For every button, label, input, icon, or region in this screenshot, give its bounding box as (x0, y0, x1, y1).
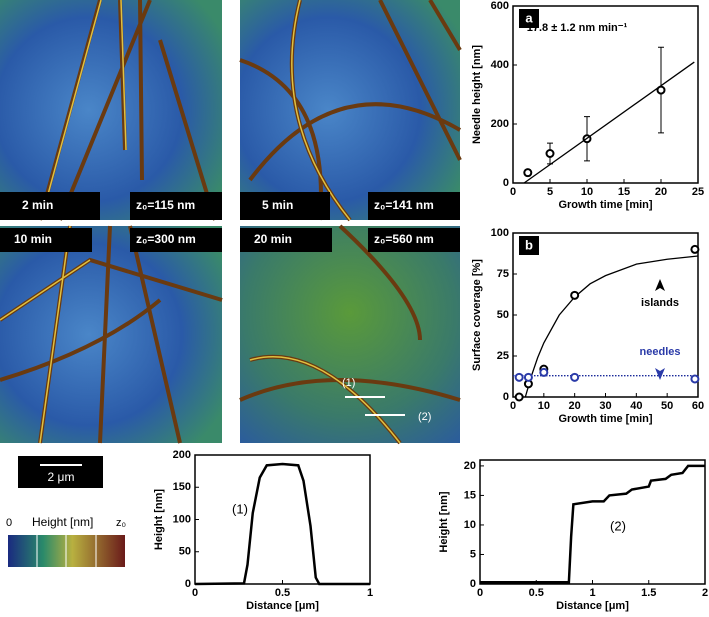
plot-frame (479, 459, 706, 585)
x-axis-label: Growth time [min] (558, 199, 652, 211)
x-tick-label: 0 (510, 400, 516, 412)
data-point (656, 85, 666, 95)
x-tick-label: 60 (692, 400, 704, 412)
x-tick-label: 0.5 (275, 587, 290, 599)
image-time: 10 min (14, 232, 52, 246)
x-tick-label: 1.5 (641, 587, 656, 599)
x-axis-label: Growth time [min] (558, 413, 652, 425)
image-time: 20 min (254, 232, 292, 246)
image-z0: z₀=141 nm (374, 198, 434, 212)
panel-label: a (525, 10, 533, 25)
x-tick-label: 2 (702, 587, 708, 599)
x-tick-label: 5 (547, 186, 553, 198)
x-tick-label: 20 (655, 186, 667, 198)
y-axis-label: Height [nm] (438, 491, 450, 552)
y-tick-label: 50 (497, 309, 509, 321)
x-tick-label: 30 (599, 400, 611, 412)
data-line (523, 61, 695, 184)
panel-label-box (519, 9, 539, 28)
x-tick-label: 0.5 (529, 587, 544, 599)
y-axis-label: Height [nm] (153, 489, 165, 550)
y-axis-label: Surface coverage [%] (471, 259, 483, 371)
y-tick-label: 0 (470, 578, 476, 590)
x-tick-label: 50 (661, 400, 673, 412)
colorbar-max: z₀ (116, 517, 126, 529)
annotation-arrow (655, 279, 665, 291)
data-line (480, 464, 705, 584)
scale-label: 2 μm (48, 470, 75, 484)
colorbar-title: Height [nm] (32, 515, 93, 529)
data-point (545, 149, 555, 158)
x-tick-label: 0 (510, 186, 516, 198)
plot-frame (512, 5, 699, 184)
y-tick-label: 0 (503, 177, 509, 189)
afm-image: 10 min z₀=300 nm (0, 225, 223, 444)
annotation-arrow (655, 368, 665, 380)
x-axis-label: Distance [μm] (246, 600, 319, 612)
data-point (514, 372, 524, 382)
x-tick-label: 40 (630, 400, 642, 412)
y-tick-label: 600 (491, 0, 509, 12)
x-tick-label: 10 (538, 400, 550, 412)
x-tick-label: 20 (569, 400, 581, 412)
image-z0: z₀=560 nm (374, 232, 434, 246)
panel-label-box (519, 236, 539, 255)
y-tick-label: 5 (470, 548, 476, 560)
image-z0: z₀=115 nm (136, 198, 195, 212)
y-tick-label: 100 (491, 227, 509, 239)
data-point (570, 290, 580, 300)
y-tick-label: 150 (173, 481, 191, 493)
image-z0: z₀=300 nm (136, 232, 196, 246)
y-tick-label: 50 (179, 546, 191, 558)
x-tick-label: 0 (477, 587, 483, 599)
afm-image: 2 min z₀=115 nm (0, 0, 222, 221)
data-line (194, 462, 370, 586)
x-tick-label: 10 (581, 186, 593, 198)
y-tick-label: 15 (464, 489, 476, 501)
image-time: 5 min (262, 198, 293, 212)
image-time: 2 min (22, 198, 53, 212)
annotation: (1) (232, 501, 248, 516)
x-tick-label: 0 (192, 587, 198, 599)
annotation: islands (641, 297, 679, 309)
y-tick-label: 400 (491, 59, 509, 71)
y-tick-label: 25 (497, 350, 509, 362)
data-point (690, 244, 700, 254)
profile-marker: (1) (342, 377, 355, 389)
afm-image: 20 min z₀=560 nm (1) (2) (239, 224, 461, 445)
data-point (514, 392, 524, 402)
data-point (523, 168, 533, 178)
annotation: needles (640, 346, 681, 358)
data-point (690, 374, 700, 384)
data-point (523, 372, 533, 382)
y-tick-label: 100 (173, 513, 191, 525)
annotation: 17.8 ± 1.2 nm min⁻¹ (527, 22, 628, 34)
y-tick-label: 200 (173, 449, 191, 461)
y-tick-label: 0 (185, 578, 191, 590)
x-tick-label: 25 (692, 186, 704, 198)
afm-image: 5 min z₀=141 nm (239, 0, 462, 222)
y-tick-label: 20 (464, 460, 476, 472)
y-tick-label: 10 (464, 519, 476, 531)
x-tick-label: 1 (367, 587, 373, 599)
data-point (570, 372, 580, 382)
x-tick-label: 15 (618, 186, 630, 198)
plot-frame (194, 454, 371, 585)
colorbar: 0 Height [nm] z₀ (6, 515, 126, 567)
x-tick-label: 1 (589, 587, 595, 599)
x-axis-label: Distance [μm] (556, 600, 629, 612)
y-axis-label: Needle height [nm] (471, 45, 483, 144)
y-tick-label: 75 (497, 268, 509, 280)
y-tick-label: 200 (491, 118, 509, 130)
data-point (539, 367, 549, 377)
profile-marker: (2) (418, 411, 431, 423)
scale-bar: 2 μm (18, 456, 103, 488)
colorbar-min: 0 (6, 517, 12, 529)
panel-label: b (525, 237, 533, 252)
y-tick-label: 0 (503, 391, 509, 403)
annotation: (2) (610, 518, 626, 533)
